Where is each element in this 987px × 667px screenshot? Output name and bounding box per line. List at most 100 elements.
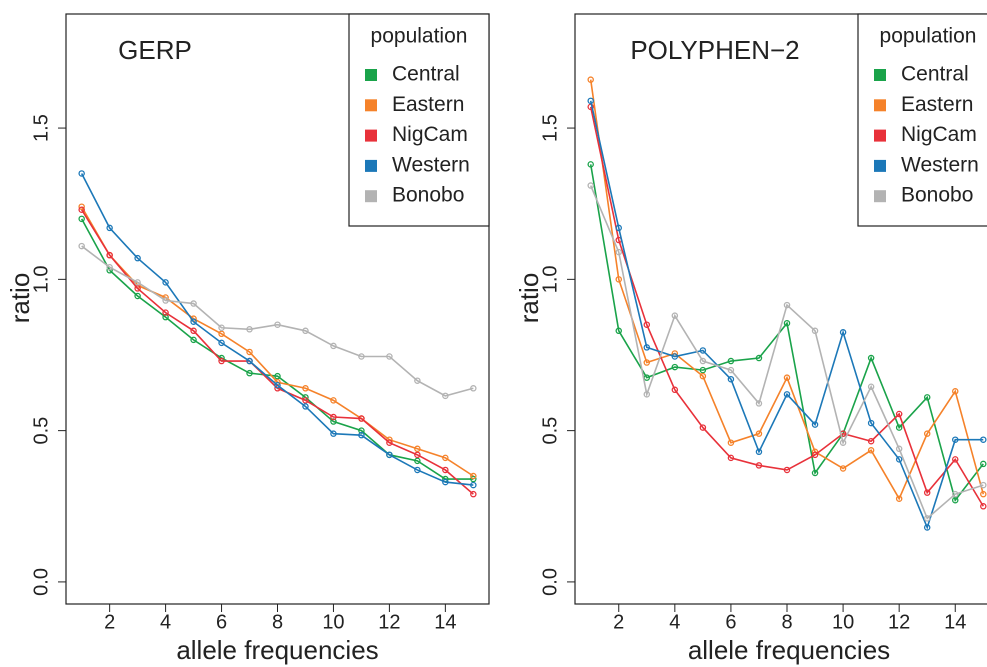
legend-swatch: [365, 69, 377, 81]
y-tick-label: 1.5: [30, 114, 52, 142]
legend-title: population: [371, 25, 468, 48]
x-tick-label: 12: [888, 611, 910, 633]
y-tick-label: 0.5: [30, 417, 52, 445]
point: [980, 436, 987, 443]
y-axis-title: ratio: [514, 273, 544, 324]
point: [587, 161, 594, 168]
point: [980, 490, 987, 498]
point: [302, 397, 309, 404]
x-tick-label: 14: [944, 611, 966, 633]
point: [783, 319, 791, 327]
series-line: [80, 218, 474, 480]
point: [442, 478, 449, 486]
point: [470, 472, 477, 480]
point: [699, 424, 707, 431]
y-tick-label: 0.0: [30, 568, 52, 596]
point: [615, 276, 622, 283]
point: [867, 419, 875, 427]
plot-frame: [574, 13, 987, 605]
y-tick-label: 1.5: [539, 114, 561, 142]
point: [952, 496, 959, 504]
point: [246, 357, 253, 365]
series-line: [80, 173, 474, 486]
point: [671, 363, 679, 371]
point: [218, 357, 225, 365]
point: [302, 385, 309, 392]
legend-label: Western: [901, 153, 979, 176]
point: [414, 445, 421, 453]
point: [923, 489, 931, 496]
point: [162, 279, 169, 286]
point: [643, 321, 651, 328]
point: [134, 254, 141, 262]
point: [190, 336, 197, 344]
point: [839, 465, 847, 472]
point: [783, 301, 791, 309]
point: [727, 454, 735, 462]
y-tick-label: 1.0: [539, 265, 561, 293]
point: [470, 481, 477, 489]
point: [414, 457, 421, 465]
point: [190, 300, 197, 307]
point: [980, 481, 987, 489]
series-line: [81, 245, 474, 397]
point: [643, 344, 651, 351]
point: [218, 330, 225, 338]
legend-swatch: [365, 99, 377, 112]
point: [78, 170, 85, 177]
point: [811, 451, 819, 459]
point: [952, 388, 959, 395]
point: [839, 329, 847, 336]
legend-swatch: [365, 129, 377, 142]
legend-swatch: [365, 159, 377, 172]
point: [615, 327, 622, 335]
point: [330, 430, 337, 437]
legend-label: Eastern: [392, 93, 464, 116]
point: [78, 242, 85, 250]
series-line: [80, 209, 474, 495]
point: [162, 309, 169, 316]
point: [755, 430, 763, 437]
legend-swatch: [874, 159, 886, 172]
point: [587, 182, 594, 189]
point: [615, 224, 622, 232]
x-tick-label: 2: [104, 611, 115, 633]
point: [643, 391, 651, 398]
series-line: [589, 106, 984, 507]
point: [386, 451, 393, 459]
point: [811, 421, 819, 428]
point: [78, 215, 85, 223]
point: [358, 427, 365, 434]
y-tick-label: 0.5: [539, 417, 561, 445]
plot-frame: [65, 13, 490, 605]
point: [274, 381, 281, 389]
point: [867, 447, 875, 454]
point: [755, 448, 763, 456]
point: [330, 418, 337, 425]
point: [699, 372, 707, 380]
x-tick-label: 4: [669, 611, 680, 633]
point: [783, 466, 791, 474]
legend-title: population: [880, 25, 977, 48]
x-tick-label: 8: [272, 611, 283, 633]
point: [442, 392, 449, 400]
series-line: [589, 185, 984, 520]
y-tick-label: 0.0: [539, 568, 561, 596]
point: [923, 430, 931, 437]
point: [811, 469, 819, 477]
point: [755, 462, 763, 469]
point: [671, 353, 679, 360]
legend-swatch: [874, 69, 886, 81]
y-axis-title: ratio: [5, 273, 35, 324]
x-tick-label: 6: [216, 611, 227, 633]
point: [755, 354, 763, 362]
legend-swatch: [365, 190, 377, 203]
point: [330, 413, 337, 421]
legend-swatch: [874, 129, 886, 142]
point: [727, 357, 735, 365]
point: [699, 357, 707, 365]
series-line: [589, 164, 984, 502]
point: [246, 369, 253, 377]
